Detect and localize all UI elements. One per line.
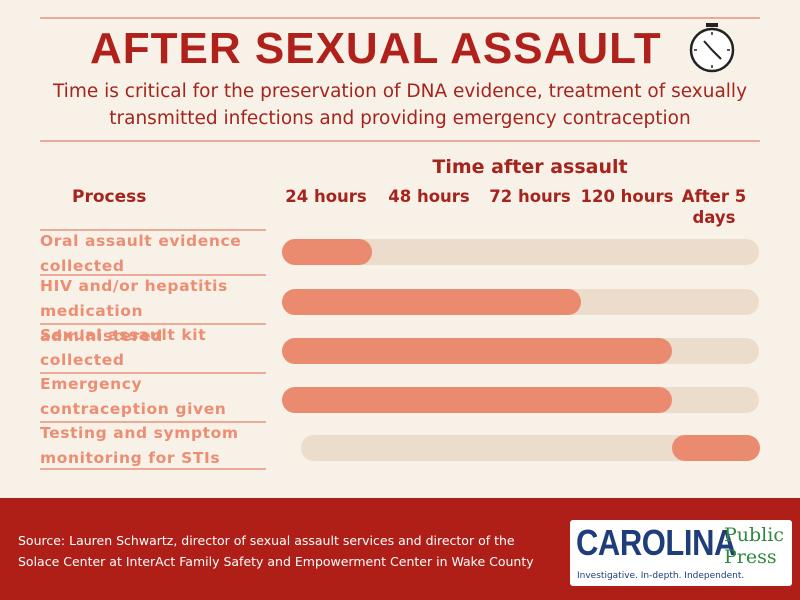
axis-title: Time after assault	[432, 156, 628, 178]
logo-tagline: Investigative. In-depth. Independent.	[577, 571, 745, 581]
subtitle-line-1: Time is critical for the preservation of…	[52, 81, 748, 102]
top-divider	[40, 17, 760, 19]
clock-icon	[689, 23, 735, 73]
row-divider	[40, 421, 266, 423]
tick-label: 120 hours	[580, 187, 674, 206]
row-divider	[40, 323, 266, 325]
bar-fill	[282, 239, 372, 265]
row-divider	[40, 372, 266, 374]
row-label: Testing and symptom monitoring for STIs	[40, 424, 239, 467]
row-divider	[40, 468, 266, 470]
logo-wordmark: CAROLINA	[576, 522, 736, 563]
subtitle: Time is critical for the preservation of…	[30, 78, 770, 132]
logo-press: Press	[724, 546, 777, 568]
subtitle-line-2: transmitted infections and providing eme…	[109, 108, 691, 129]
row-label: Oral assault evidence collected	[40, 232, 242, 275]
bar-fill	[282, 289, 581, 315]
process-column-header: Process	[72, 187, 147, 207]
tick-label: 48 hours	[388, 187, 470, 206]
header-divider	[40, 140, 760, 142]
bar-fill	[282, 338, 672, 364]
bar-fill	[672, 435, 760, 461]
page-title: AFTER SEXUAL ASSAULT	[90, 24, 662, 73]
logo-public: Public	[724, 524, 784, 546]
tick-label: 24 hours	[285, 187, 367, 206]
row-divider	[40, 229, 266, 231]
row-label: HIV and/or hepatitis medication administ…	[40, 277, 228, 345]
row-label: Emergency contraception given	[40, 375, 227, 418]
tick-label: 72 hours	[489, 187, 571, 206]
tick-label: After 5 days	[681, 187, 747, 227]
source-note: Source: Lauren Schwartz, director of sex…	[18, 530, 538, 572]
source-line-2: Solace Center at InterAct Family Safety …	[18, 554, 534, 569]
bar-fill	[282, 387, 672, 413]
source-line-1: Source: Lauren Schwartz, director of sex…	[18, 533, 515, 548]
row-label: Sexual assault kit collected	[40, 326, 207, 369]
row-divider	[40, 274, 266, 276]
logo	[570, 520, 792, 586]
